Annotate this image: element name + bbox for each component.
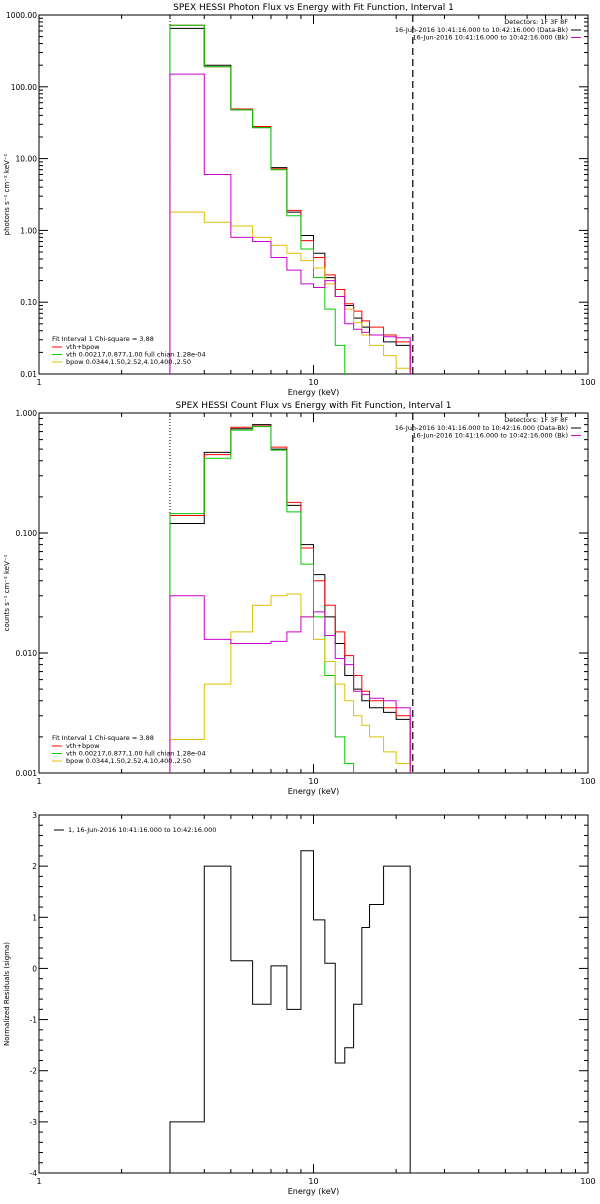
photon-series-vth	[169, 24, 346, 374]
count-y-tick-label: 1.000	[16, 409, 38, 418]
count-x-tick-label: 1	[36, 777, 41, 786]
photon-y-tick-label: 10.00	[16, 155, 38, 164]
count-series-background	[169, 595, 411, 773]
photon-y-tick-label: 0.01	[20, 370, 37, 379]
residual-x-tick-label: 100	[580, 1177, 595, 1186]
residual-y-tick-label: -3	[30, 1118, 38, 1127]
photon-legend-entry: vth 0.00217,0.877,1.00 full chian 1.28e-…	[66, 351, 206, 359]
photon-panel: 1 10 100 0.01 0.10 1.00 10.00 100.00 1000.00 SPEX…	[3, 3, 596, 397]
count-legend-detectors: Detectors: 1F 3F 8F	[504, 416, 568, 424]
count-y-tick-label: 0.001	[16, 769, 38, 778]
residual-series-group	[169, 850, 411, 1173]
residual-y-tick-label: 2	[32, 862, 37, 871]
photon-series-bpow	[169, 211, 411, 374]
count-x-ticks	[38, 413, 576, 773]
residual-x-tick-label: 1	[36, 1177, 41, 1186]
photon-legend-entry: 16-Jun-2016 10:41:16.000 to 10:42:16.000…	[413, 34, 568, 42]
photon-x-ticks	[38, 15, 576, 374]
photon-x-tick-label: 100	[580, 378, 595, 387]
photon-legend-entry: bpow 0.0344,1.50,2.52,4.10,400.,2.50	[66, 358, 191, 366]
residual-x-ticks	[38, 815, 576, 1173]
photon-x-tick-label: 1	[36, 378, 41, 387]
residual-x-label: Energy (keV)	[288, 1187, 340, 1196]
residual-legend-top-left: 1, 16-Jun-2016 10:41:16.000 to 10:42:16.…	[54, 826, 216, 834]
count-series-data	[169, 424, 411, 773]
count-series-group	[169, 424, 411, 773]
photon-y-label: photons s⁻¹ cm⁻² keV⁻¹	[3, 153, 11, 235]
photon-legend-entry: 16-Jun-2016 10:41:16.000 to 10:42:16.000…	[395, 26, 568, 34]
photon-y-tick-label: 1.00	[20, 226, 37, 235]
photon-series-background	[169, 73, 411, 374]
residual-y-tick-label: 3	[32, 811, 37, 820]
residual-y-tick-label: 1	[32, 913, 37, 922]
photon-legend-detectors: Detectors: 1F 3F 8F	[504, 18, 568, 26]
photon-legend-bottom: Fit Interval 1 Chi-square = 3.88vth+bpow…	[52, 335, 206, 366]
photon-y-tick-label: 0.10	[20, 298, 37, 307]
photon-y-ticks	[39, 17, 588, 375]
count-x-tick-label: 10	[308, 777, 318, 786]
residual-y-ticks	[39, 824, 588, 1174]
residual-legend-entry: 1, 16-Jun-2016 10:41:16.000 to 10:42:16.…	[68, 826, 216, 834]
photon-legend-fit-interval: Fit Interval 1 Chi-square = 3.88	[52, 335, 154, 343]
residual-y-tick-label: -4	[30, 1169, 38, 1178]
photon-y-tick-label: 100.00	[11, 83, 37, 92]
residual-x-tick-label: 10	[308, 1177, 318, 1186]
count-x-label: Energy (keV)	[288, 787, 340, 796]
count-legend-entry: vth+bpow	[66, 742, 100, 750]
residual-series-residuals	[169, 850, 411, 1173]
count-legend-entry: bpow 0.0344,1.50,2.52,4.10,400.,2.50	[66, 757, 191, 765]
photon-y-tick-label: 1000.00	[6, 11, 37, 20]
count-y-label: counts s⁻¹ cm⁻² keV⁻¹	[3, 554, 11, 631]
photon-series-data	[169, 27, 411, 374]
photon-title: SPEX HESSI Photon Flux vs Energy with Fi…	[173, 3, 454, 13]
count-legend-entry: 16-Jun-2016 10:41:16.000 to 10:42:16.000…	[413, 432, 568, 440]
photon-series-group	[169, 24, 411, 374]
residual-panel: 1 10 100 -4 -3 -2 -1 0 1 2 3 Energy (keV) Normalized…	[3, 811, 596, 1196]
photon-legend-entry: vth+bpow	[66, 343, 100, 351]
count-x-tick-label: 100	[580, 777, 595, 786]
residual-y-tick-label: -2	[30, 1067, 38, 1076]
count-legend-fit-interval: Fit Interval 1 Chi-square = 3.88	[52, 734, 154, 742]
residual-y-tick-label: -1	[30, 1016, 38, 1025]
photon-x-tick-label: 10	[308, 378, 318, 387]
count-series-bpow	[169, 593, 411, 773]
photon-series-total	[169, 24, 411, 374]
count-y-ticks	[39, 417, 588, 774]
count-series-vth	[169, 426, 355, 773]
count-panel: 1 10 100 0.001 0.010 0.100 1.000 SPEX HESSI Cou…	[3, 401, 596, 796]
photon-x-label: Energy (keV)	[288, 388, 340, 397]
count-title: SPEX HESSI Count Flux vs Energy with Fit…	[175, 401, 451, 411]
residual-y-tick-label: 0	[32, 964, 37, 973]
count-series-total	[169, 425, 411, 773]
residual-y-label: Normalized Residuals (sigma)	[3, 942, 11, 1046]
count-y-tick-label: 0.100	[16, 529, 38, 538]
count-legend-entry: 16-Jun-2016 10:41:16.000 to 10:42:16.000…	[395, 424, 568, 432]
count-legend-bottom: Fit Interval 1 Chi-square = 3.88vth+bpow…	[52, 734, 206, 765]
count-legend-entry: vth 0.00217,0.877,1.00 full chian 1.28e-…	[66, 750, 206, 758]
photon-axes-frame	[38, 14, 589, 375]
count-y-tick-label: 0.010	[16, 649, 38, 658]
